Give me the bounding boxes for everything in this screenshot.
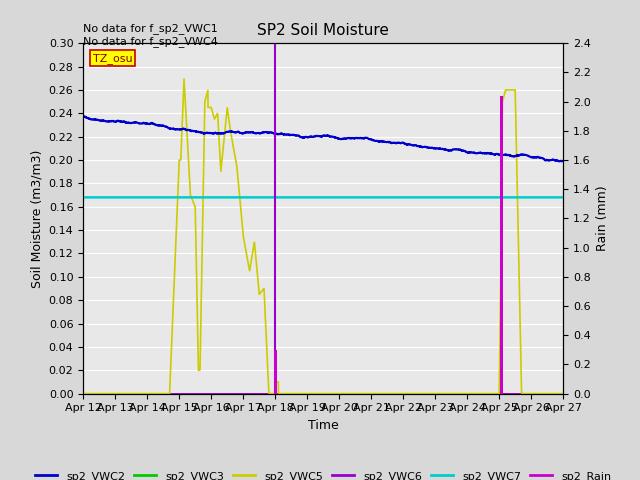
Legend: sp2_VWC2, sp2_VWC3, sp2_VWC5, sp2_VWC6, sp2_VWC7, sp2_Rain: sp2_VWC2, sp2_VWC3, sp2_VWC5, sp2_VWC6, … xyxy=(31,467,616,480)
Text: TZ_osu: TZ_osu xyxy=(93,53,132,64)
Y-axis label: Rain (mm): Rain (mm) xyxy=(596,186,609,251)
Bar xyxy=(273,350,276,394)
Text: No data for f_sp2_VWC4: No data for f_sp2_VWC4 xyxy=(83,36,218,47)
Text: No data for f_sp2_VWC1: No data for f_sp2_VWC1 xyxy=(83,23,218,34)
Bar xyxy=(500,96,503,394)
Y-axis label: Soil Moisture (m3/m3): Soil Moisture (m3/m3) xyxy=(30,149,43,288)
X-axis label: Time: Time xyxy=(308,419,339,432)
Title: SP2 Soil Moisture: SP2 Soil Moisture xyxy=(257,23,389,38)
